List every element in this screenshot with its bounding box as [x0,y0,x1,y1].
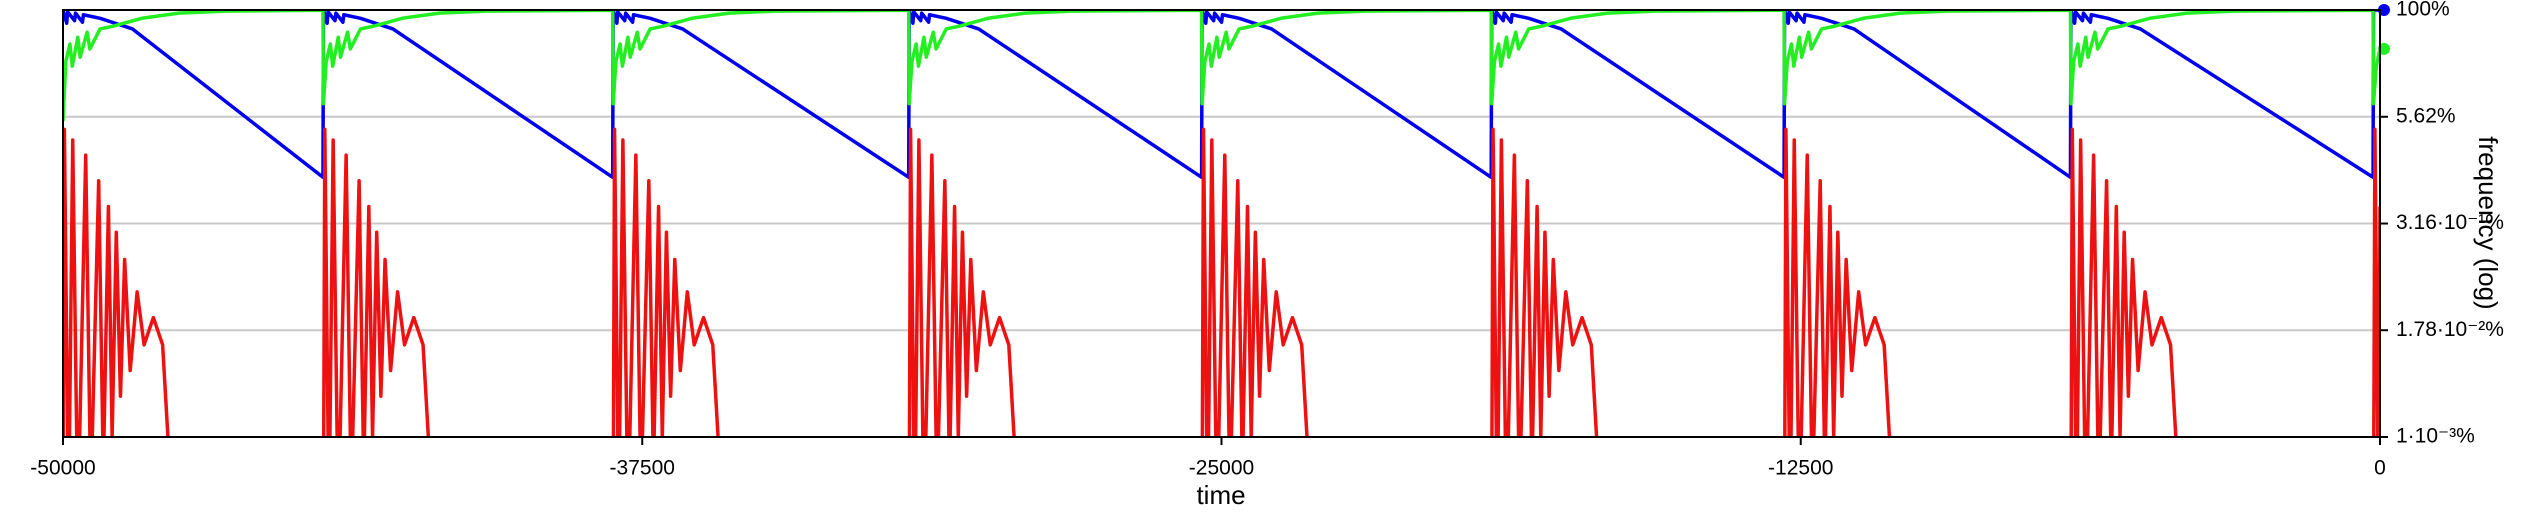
y-tick-label: 1.78·10⁻²% [2396,318,2504,341]
x-tick-label: -25000 [1189,457,1254,480]
series-line [63,127,2380,437]
x-tick-label: 0 [2374,457,2386,480]
x-tick-label: -12500 [1768,457,1833,480]
y-tick-label: 100% [2396,0,2450,21]
x-axis-title: time [1196,480,1245,510]
series-line [63,10,2380,180]
y-axis-title: frequency (log) [2473,136,2503,309]
plot-frame [62,9,2381,438]
x-tick-label: -37500 [610,457,675,480]
y-tick-label: 5.62% [2396,104,2456,127]
x-tick-label: -50000 [30,457,95,480]
series-line [63,10,2380,122]
y-tick-label: 1·10⁻³% [2396,425,2475,448]
y-tick-label: 3.16·10⁻¹% [2396,211,2504,234]
plot-area [63,10,2380,437]
